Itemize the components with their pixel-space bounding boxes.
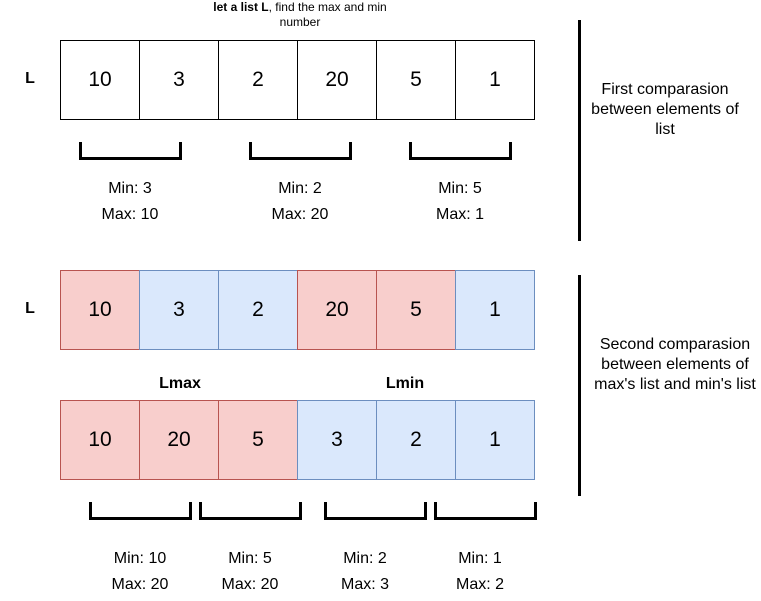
list-top: 10 3 2 20 5 1 (60, 40, 535, 120)
list-cell: 5 (376, 40, 456, 120)
pair-bracket (249, 142, 352, 160)
pair-min: Min: 2 (343, 550, 387, 567)
lmax-cell: 20 (139, 400, 219, 480)
pair-min: Min: 1 (458, 550, 502, 567)
section-divider-second (578, 275, 581, 496)
note-second: Second comparasion between elements of m… (594, 336, 756, 393)
pair-max: Max: 20 (271, 206, 329, 223)
pair-max: Max: 2 (455, 576, 504, 593)
pair-min: Min: 2 (278, 180, 322, 197)
list-cell: 3 (139, 40, 219, 120)
title-bold: let a list L (213, 0, 269, 14)
diagram-title: let a list L, find the max and min numbe… (200, 0, 400, 30)
lmin-label: Lmin (385, 375, 425, 392)
pair-bracket (89, 502, 192, 520)
lmin-cell: 3 (297, 400, 377, 480)
pair-min: Min: 10 (113, 550, 167, 567)
title-rest: , find the max and min number (268, 0, 387, 29)
lmin-cell: 2 (376, 400, 456, 480)
row-label-colored: L (25, 300, 35, 317)
pair-result: Min: 3 Max: 10 (80, 176, 180, 228)
pair-bracket (199, 502, 302, 520)
list-cell: 2 (218, 40, 298, 120)
list-cell: 1 (455, 40, 535, 120)
pair-bracket (79, 142, 182, 160)
pair-max: Max: 20 (111, 576, 169, 593)
pair-result: Min: 5 Max: 1 (410, 176, 510, 228)
pair-min: Min: 5 (438, 180, 482, 197)
pair-max: Max: 1 (435, 206, 484, 223)
row-label-top: L (25, 70, 35, 87)
list-cell: 10 (60, 40, 140, 120)
section-divider-first (578, 20, 581, 241)
list-cell-min: 3 (139, 270, 219, 350)
lmax-label: Lmax (159, 375, 201, 392)
list-cell-max: 10 (60, 270, 140, 350)
pair-result: Min: 2 Max: 20 (250, 176, 350, 228)
lmax-cell: 10 (60, 400, 140, 480)
pair-min: Min: 5 (228, 550, 272, 567)
pair-max: Max: 3 (340, 576, 389, 593)
list-cell-min: 2 (218, 270, 298, 350)
lmax-cell: 5 (218, 400, 298, 480)
pair-max: Max: 10 (101, 206, 159, 223)
pair-result: Min: 5 Max: 20 (200, 546, 300, 598)
pair-bracket (324, 502, 427, 520)
pair-bracket (409, 142, 512, 160)
pair-max: Max: 20 (221, 576, 279, 593)
pair-result: Min: 10 Max: 20 (90, 546, 190, 598)
list-split: 10 20 5 3 2 1 (60, 400, 535, 480)
list-cell: 20 (297, 40, 377, 120)
pair-result: Min: 1 Max: 2 (430, 546, 530, 598)
list-cell-max: 5 (376, 270, 456, 350)
note-first: First comparasion between elements of li… (591, 81, 739, 138)
pair-result: Min: 2 Max: 3 (315, 546, 415, 598)
pair-min: Min: 3 (108, 180, 152, 197)
list-colored: 10 3 2 20 5 1 (60, 270, 535, 350)
lmin-cell: 1 (455, 400, 535, 480)
list-cell-max: 20 (297, 270, 377, 350)
pair-bracket (434, 502, 537, 520)
list-cell-min: 1 (455, 270, 535, 350)
